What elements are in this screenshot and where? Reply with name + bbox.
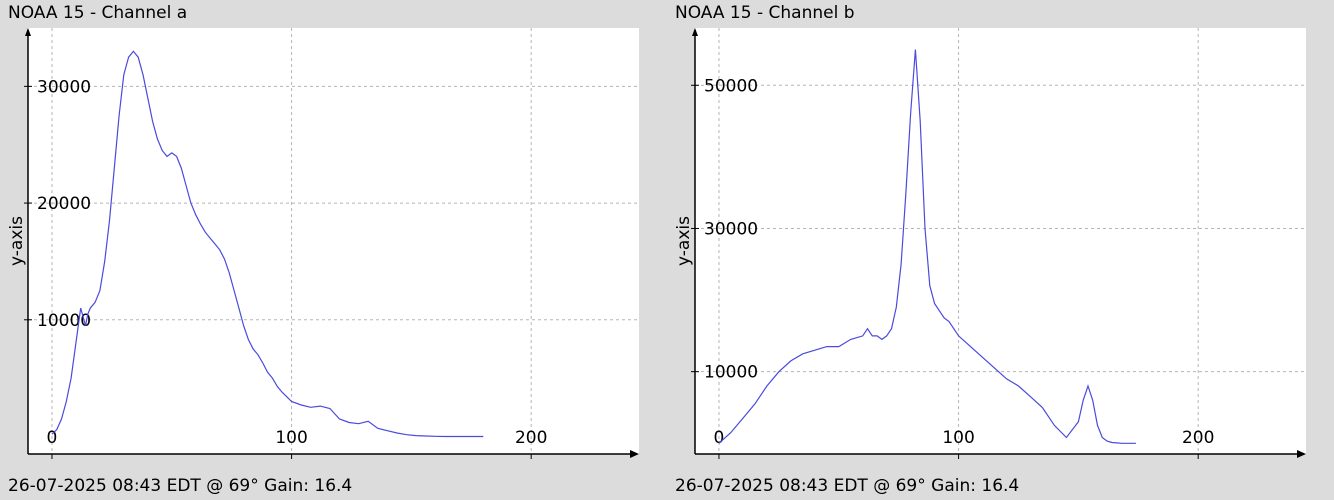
x-tick-label: 200: [1182, 428, 1214, 448]
y-tick-label: 10000: [37, 311, 91, 331]
chart-footer-b: 26-07-2025 08:43 EDT @ 69° Gain: 16.4: [675, 476, 1020, 496]
y-tick-label: 10000: [704, 363, 758, 383]
chart-panel-a: 0 100 200 10000 20000 30000 y-axis NOAA 15 - C…: [0, 0, 640, 500]
y-axis-label: y-axis: [674, 216, 694, 266]
plot-area: [28, 28, 639, 454]
chart-title-b: NOAA 15 - Channel b: [675, 3, 855, 23]
series-line-a: [51, 50, 484, 438]
chart-b: 0 100 200 10000 30000 50000 y-axis: [674, 28, 1306, 459]
plot-area: [695, 28, 1306, 454]
chart-a: 0 100 200 10000 20000 30000 y-axis: [7, 28, 639, 459]
series-line-b: [718, 49, 1136, 444]
x-tick-label: 100: [275, 428, 307, 448]
y-axis-label: y-axis: [7, 216, 27, 266]
chart-panel-b: 0 100 200 10000 30000 50000 y-axis NOAA 15 - C…: [667, 0, 1307, 500]
y-tick-label: 50000: [704, 76, 758, 96]
y-tick-label: 30000: [37, 77, 91, 97]
y-axis-arrow: [25, 28, 31, 36]
y-axis-arrow: [692, 28, 698, 36]
x-tick-label: 100: [942, 428, 974, 448]
y-tick-label: 30000: [704, 219, 758, 239]
x-tick-label: 0: [47, 428, 58, 448]
chart-footer-a: 26-07-2025 08:43 EDT @ 69° Gain: 16.4: [8, 476, 353, 496]
chart-title-a: NOAA 15 - Channel a: [8, 3, 188, 23]
x-tick-label: 200: [515, 428, 547, 448]
y-tick-label: 20000: [37, 194, 91, 214]
x-axis-arrow: [1297, 450, 1306, 458]
x-axis-arrow: [630, 450, 639, 458]
x-tick-label: 0: [714, 428, 725, 448]
